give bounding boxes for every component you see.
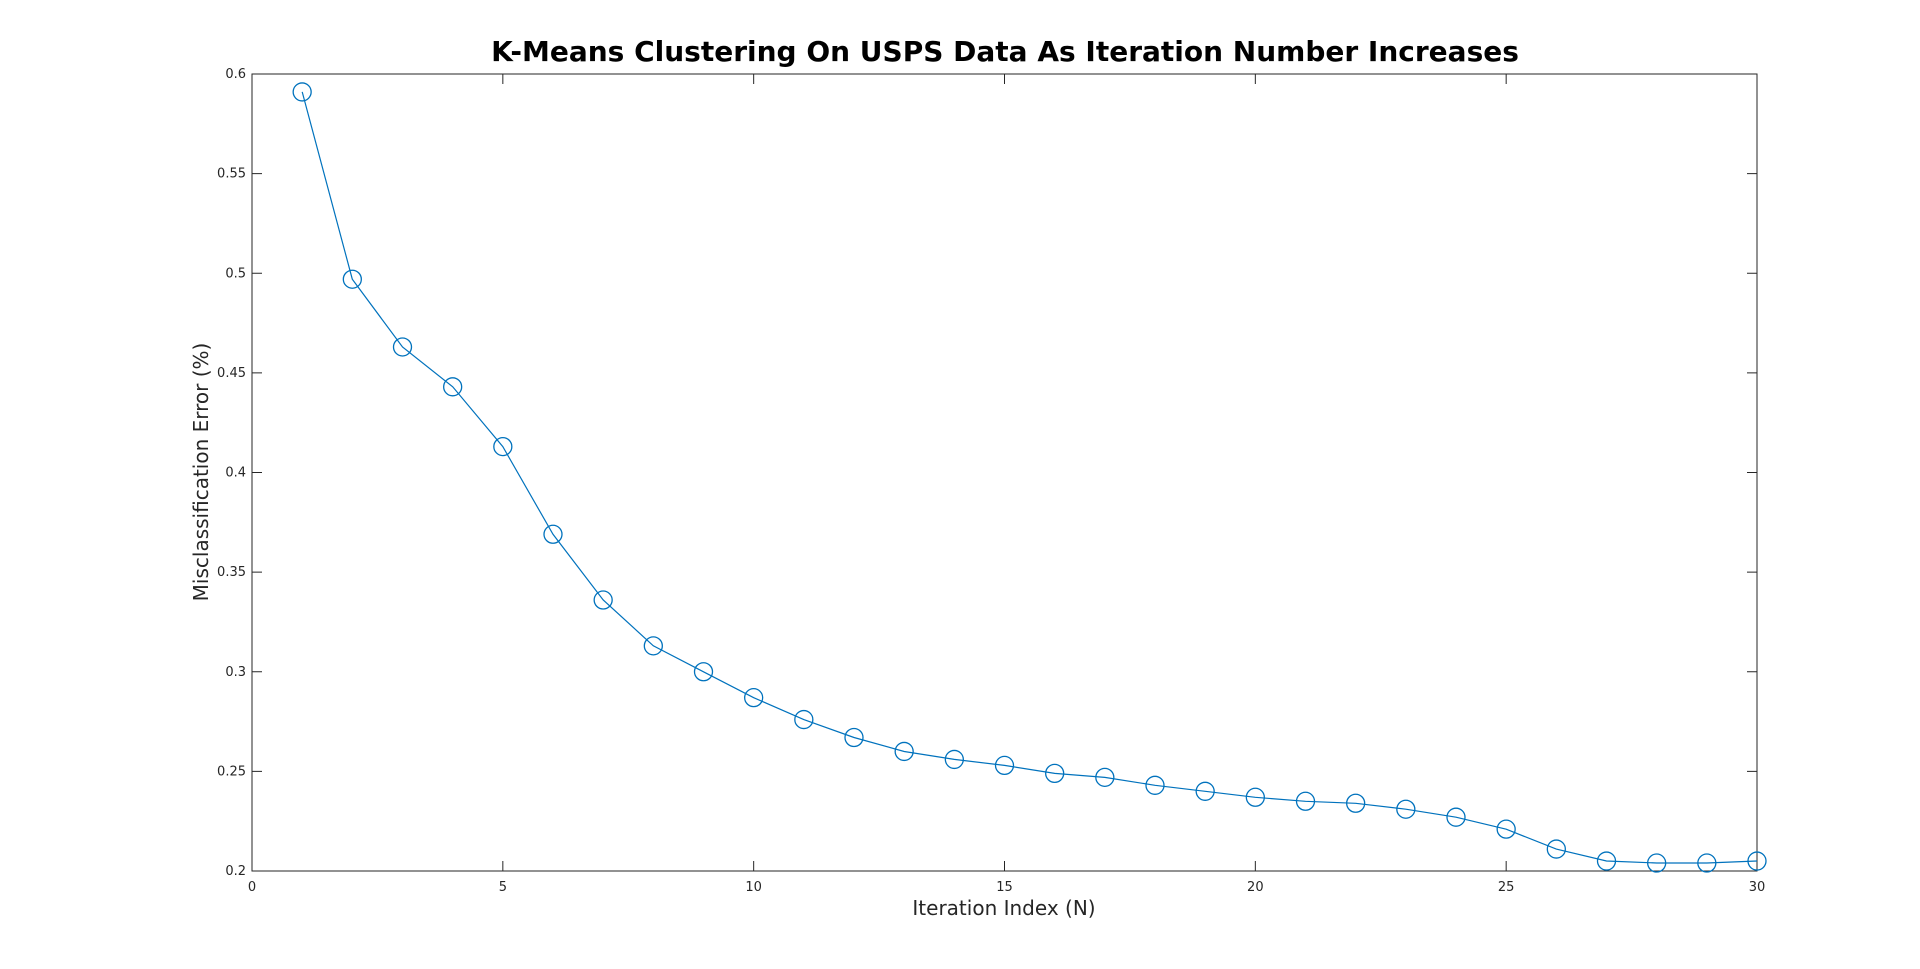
y-tick-label: 0.5: [225, 266, 246, 281]
data-point-marker: [1747, 851, 1767, 871]
data-point-marker: [1095, 767, 1115, 788]
data-point-marker: [944, 749, 964, 770]
y-tick-label: 0.55: [217, 167, 246, 182]
y-tick-label: 0.25: [217, 764, 246, 779]
data-point-marker: [894, 741, 914, 762]
data-point-marker: [1396, 799, 1416, 819]
data-point-marker: [1446, 807, 1466, 827]
data-point-marker: [844, 727, 864, 748]
data-point-marker: [1647, 853, 1667, 873]
data-point-marker: [1697, 853, 1717, 873]
y-tick-label: 0.6: [225, 67, 246, 82]
data-point-marker: [643, 636, 663, 656]
x-axis-ticks: 0 5 10 15 20 25 30: [248, 74, 1765, 895]
x-tick-label: 15: [996, 880, 1013, 895]
data-point-marker: [543, 524, 563, 544]
data-point-marker: [1496, 819, 1516, 839]
data-point-marker: [1045, 763, 1065, 784]
data-point-marker: [1295, 791, 1316, 811]
data-point-marker: [1145, 775, 1165, 795]
y-axis-ticks: 0.2 0.25 0.3 0.35 0.4 0.45 0.5 0.55 0.6: [217, 67, 1757, 879]
series-group: [292, 82, 1767, 873]
data-point-marker: [292, 82, 312, 102]
data-point-marker: [794, 709, 814, 730]
y-tick-label: 0.35: [217, 565, 246, 580]
data-point-marker: [342, 269, 362, 289]
data-point-marker: [1245, 787, 1265, 807]
data-point-marker: [994, 755, 1015, 776]
y-tick-label: 0.3: [225, 665, 246, 680]
x-tick-label: 10: [745, 880, 762, 895]
data-point-marker: [1596, 851, 1617, 871]
y-tick-label: 0.2: [225, 864, 246, 879]
data-point-marker: [1195, 781, 1215, 801]
y-tick-label: 0.45: [217, 366, 246, 381]
x-tick-label: 30: [1749, 880, 1766, 895]
chart-title: K-Means Clustering On USPS Data As Itera…: [491, 35, 1519, 68]
data-point-marker: [593, 590, 613, 610]
x-tick-label: 0: [248, 880, 256, 895]
x-tick-label: 5: [499, 880, 507, 895]
data-point-marker: [1546, 839, 1566, 859]
data-point-marker: [392, 337, 413, 357]
data-point-marker: [744, 688, 764, 708]
data-point-marker: [443, 377, 463, 397]
x-tick-label: 25: [1498, 880, 1515, 895]
data-point-marker: [693, 662, 714, 682]
x-tick-label: 20: [1247, 880, 1264, 895]
y-tick-label: 0.4: [225, 466, 246, 481]
plot-area: [251, 73, 1758, 872]
x-axis-label: Iteration Index (N): [912, 896, 1095, 920]
data-point-marker: [493, 436, 513, 457]
data-point-marker: [1346, 793, 1366, 813]
y-axis-label: Misclassification Error (%): [189, 343, 213, 602]
